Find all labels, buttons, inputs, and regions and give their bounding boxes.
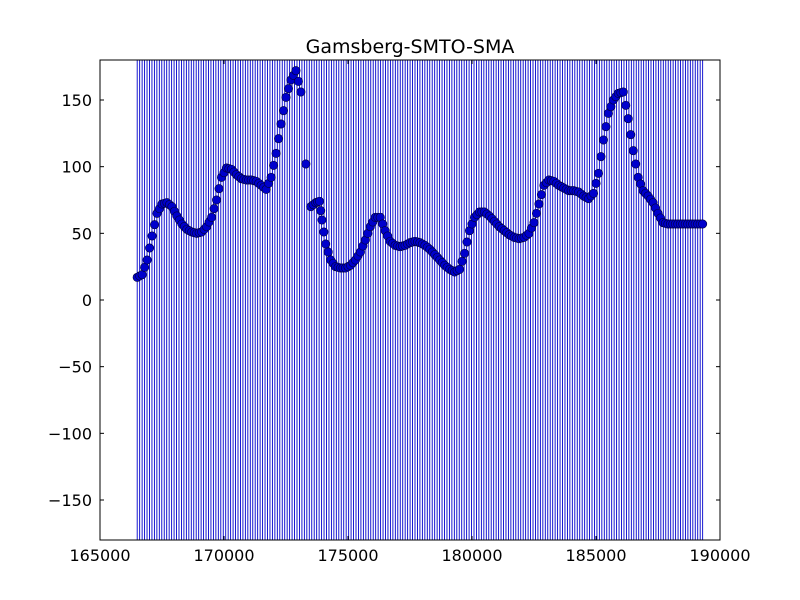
data-point — [214, 184, 224, 194]
y-axis-ticks: 150 100 50 0 −50 −100 −150 — [48, 91, 720, 510]
data-point — [145, 243, 155, 253]
y-tick-label: 50 — [72, 224, 92, 243]
data-point — [283, 84, 293, 94]
data-point — [534, 199, 544, 209]
data-point — [212, 195, 222, 205]
data-point — [269, 160, 279, 170]
data-point — [279, 106, 289, 116]
data-point — [598, 135, 608, 145]
data-point — [316, 206, 326, 216]
data-point — [531, 208, 541, 218]
x-tick-label: 180000 — [441, 546, 502, 565]
y-tick-label: 150 — [61, 91, 92, 110]
data-point — [596, 152, 606, 162]
scatter-points-group — [132, 66, 708, 282]
data-point — [319, 227, 329, 237]
data-point — [314, 196, 324, 206]
data-point — [698, 219, 708, 229]
data-point — [618, 87, 628, 97]
x-tick-label: 185000 — [565, 546, 626, 565]
data-point — [142, 255, 152, 265]
vertical-lines-group — [136, 60, 704, 540]
data-point — [462, 237, 472, 247]
chart-title: Gamsberg-SMTO-SMA — [306, 36, 515, 58]
data-point — [296, 87, 306, 97]
data-point — [323, 247, 333, 257]
data-point — [628, 146, 638, 156]
data-point — [589, 188, 599, 198]
data-point — [281, 92, 291, 102]
data-point — [457, 256, 467, 266]
data-point — [301, 159, 311, 169]
data-point — [455, 264, 465, 274]
data-point — [317, 215, 327, 225]
data-point — [626, 130, 636, 140]
data-point — [147, 231, 157, 241]
data-point — [150, 220, 160, 230]
data-point — [536, 190, 546, 200]
data-point — [276, 119, 286, 129]
data-point — [274, 134, 284, 144]
data-point — [291, 66, 301, 76]
data-point — [460, 248, 470, 258]
data-point — [266, 172, 276, 182]
y-tick-label: 100 — [61, 158, 92, 177]
data-point — [207, 212, 217, 222]
data-point — [321, 239, 331, 249]
x-tick-label: 170000 — [193, 546, 254, 565]
data-point — [209, 204, 219, 214]
y-tick-label: 0 — [82, 291, 92, 310]
data-point — [591, 178, 601, 188]
x-axis-ticks: 165000 170000 175000 180000 185000 190000 — [69, 60, 751, 565]
y-tick-label: −50 — [58, 358, 92, 377]
data-point — [529, 218, 539, 228]
data-point — [293, 76, 303, 86]
x-tick-label: 165000 — [69, 546, 130, 565]
data-point — [623, 114, 633, 124]
y-tick-label: −100 — [48, 424, 92, 443]
data-point — [631, 159, 641, 169]
x-tick-label: 190000 — [689, 546, 750, 565]
data-point — [621, 100, 631, 110]
data-point — [601, 122, 611, 132]
x-tick-label: 175000 — [317, 546, 378, 565]
data-point — [593, 168, 603, 178]
data-point — [271, 148, 281, 158]
y-tick-label: −150 — [48, 491, 92, 510]
